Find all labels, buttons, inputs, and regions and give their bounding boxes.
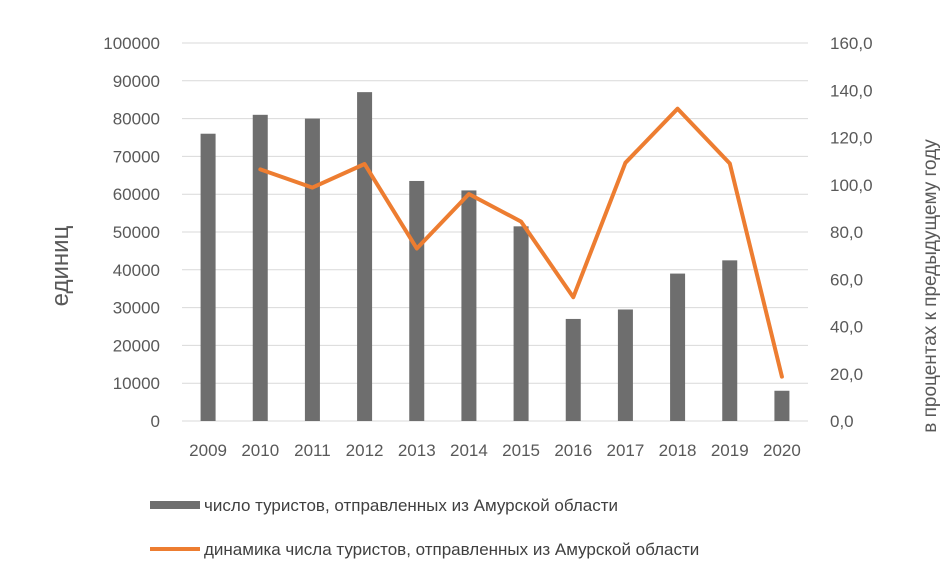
x-tick-label: 2015 xyxy=(502,441,540,460)
left-tick-label: 100000 xyxy=(103,34,160,53)
legend-label-bars: число туристов, отправленных из Амурской… xyxy=(204,496,618,515)
left-tick-label: 50000 xyxy=(113,223,160,242)
right-tick-label: 140,0 xyxy=(830,81,873,100)
x-tick-label: 2016 xyxy=(554,441,592,460)
x-axis-ticks: 2009 2010 2011 2012 2013 2014 2015 2016 2017 2018… xyxy=(189,441,801,460)
bar xyxy=(670,273,686,421)
x-tick-label: 2018 xyxy=(659,441,697,460)
line-group xyxy=(258,106,784,379)
bar xyxy=(774,390,790,421)
left-tick-label: 70000 xyxy=(113,147,160,166)
bar xyxy=(617,309,633,421)
left-tick-label: 60000 xyxy=(113,185,160,204)
right-tick-label: 40,0 xyxy=(830,318,863,337)
series-line xyxy=(258,106,784,379)
bar xyxy=(565,318,581,421)
left-axis-title: единиц xyxy=(47,225,74,306)
left-tick-label: 20000 xyxy=(113,336,160,355)
x-tick-label: 2019 xyxy=(711,441,749,460)
left-tick-label: 30000 xyxy=(113,299,160,318)
bar xyxy=(304,118,320,421)
x-tick-label: 2012 xyxy=(346,441,384,460)
bar xyxy=(357,92,373,421)
legend-swatch-bars xyxy=(150,501,200,509)
right-tick-label: 0,0 xyxy=(830,412,854,431)
bar xyxy=(409,180,425,421)
bar xyxy=(461,190,477,421)
x-tick-label: 2011 xyxy=(294,441,331,460)
left-tick-label: 40000 xyxy=(113,261,160,280)
left-tick-label: 10000 xyxy=(113,374,160,393)
bar xyxy=(513,226,529,421)
left-tick-label: 0 xyxy=(151,412,160,431)
right-tick-label: 80,0 xyxy=(830,223,863,242)
right-axis-ticks: 160,0 140,0 120,0 100,0 80,0 60,0 40,0 20,0 0,0 xyxy=(830,34,873,431)
right-axis-title: в процентах к предыдущему году xyxy=(920,139,941,433)
right-tick-label: 160,0 xyxy=(830,34,873,53)
left-axis-ticks: 1000009000080000700006000050000400003000… xyxy=(103,34,160,431)
bar xyxy=(252,114,268,421)
gridlines xyxy=(182,42,808,422)
x-tick-label: 2009 xyxy=(189,441,227,460)
legend: число туристов, отправленных из Амурской… xyxy=(150,496,699,559)
bars-group xyxy=(200,92,790,421)
right-tick-label: 120,0 xyxy=(830,129,873,148)
right-tick-label: 100,0 xyxy=(830,176,873,195)
bar xyxy=(722,260,738,421)
x-tick-label: 2014 xyxy=(450,441,488,460)
right-tick-label: 20,0 xyxy=(830,365,863,384)
right-tick-label: 60,0 xyxy=(830,270,863,289)
x-tick-label: 2020 xyxy=(763,441,801,460)
left-tick-label: 80000 xyxy=(113,110,160,129)
x-tick-label: 2013 xyxy=(398,441,436,460)
bar xyxy=(200,133,216,421)
left-tick-label: 90000 xyxy=(113,72,160,91)
x-tick-label: 2017 xyxy=(607,441,645,460)
legend-label-line: динамика числа туристов, отправленных из… xyxy=(204,540,699,559)
x-tick-label: 2010 xyxy=(241,441,279,460)
